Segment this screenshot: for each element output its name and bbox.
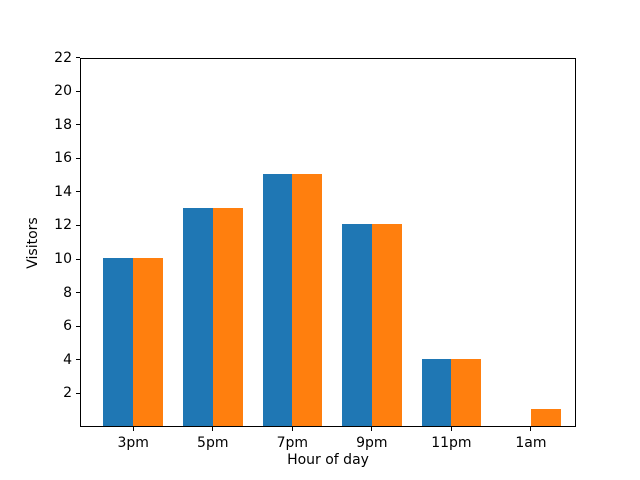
x-tick-label: 1am: [515, 435, 547, 451]
x-tick-label: 9pm: [356, 435, 388, 451]
bar-series-2-orange-3pm: [133, 258, 163, 426]
y-tick-label: 8: [63, 284, 72, 301]
y-tick-mark: [76, 57, 80, 58]
y-tick-label: 18: [54, 116, 72, 133]
y-tick-mark: [76, 392, 80, 394]
y-tick-mark: [76, 90, 80, 92]
y-tick-label: 6: [63, 318, 72, 335]
bar-series-2-orange-5pm: [212, 207, 243, 426]
bar-series-2-orange-1am: [530, 409, 561, 426]
y-tick-mark: [76, 325, 80, 327]
y-tick-label: 22: [54, 49, 72, 66]
x-tick-mark: [530, 427, 532, 431]
y-tick-mark: [76, 359, 80, 361]
y-tick-label: 4: [63, 351, 72, 368]
x-tick-label: 7pm: [276, 435, 309, 451]
y-tick-mark: [76, 157, 80, 159]
y-tick-mark: [76, 191, 80, 193]
y-tick-label: 20: [54, 83, 72, 100]
bar-series-1-blue-7pm: [262, 174, 293, 426]
x-axis-label: Hour of day: [287, 452, 369, 468]
y-tick-label: 12: [54, 217, 72, 234]
x-tick-mark: [371, 427, 373, 431]
bar-series-2-orange-9pm: [371, 224, 402, 426]
y-tick-label: 14: [54, 183, 72, 200]
x-tick-label: 3pm: [117, 435, 149, 451]
bar-series-1-blue-9pm: [342, 224, 372, 426]
x-tick-label: 5pm: [197, 435, 229, 451]
x-tick-mark: [450, 427, 452, 431]
x-tick-mark: [291, 427, 293, 431]
y-tick-label: 16: [54, 150, 72, 167]
y-tick-mark: [76, 258, 80, 260]
y-tick-mark: [76, 224, 80, 226]
bar-series-1-blue-11pm: [421, 358, 452, 426]
y-tick-label: 2: [63, 385, 72, 402]
bar-series-2-orange-11pm: [451, 358, 482, 426]
x-tick-mark: [212, 427, 214, 431]
y-tick-label: 10: [54, 251, 72, 268]
y-tick-mark: [76, 124, 80, 126]
bar-series-1-blue-3pm: [103, 258, 134, 426]
bar-series-1-blue-5pm: [183, 207, 213, 426]
bar-series-2-orange-7pm: [292, 174, 323, 426]
plot-area: [80, 57, 576, 427]
x-tick-label: 11pm: [431, 435, 472, 451]
y-tick-mark: [76, 292, 80, 294]
x-tick-mark: [132, 427, 134, 431]
